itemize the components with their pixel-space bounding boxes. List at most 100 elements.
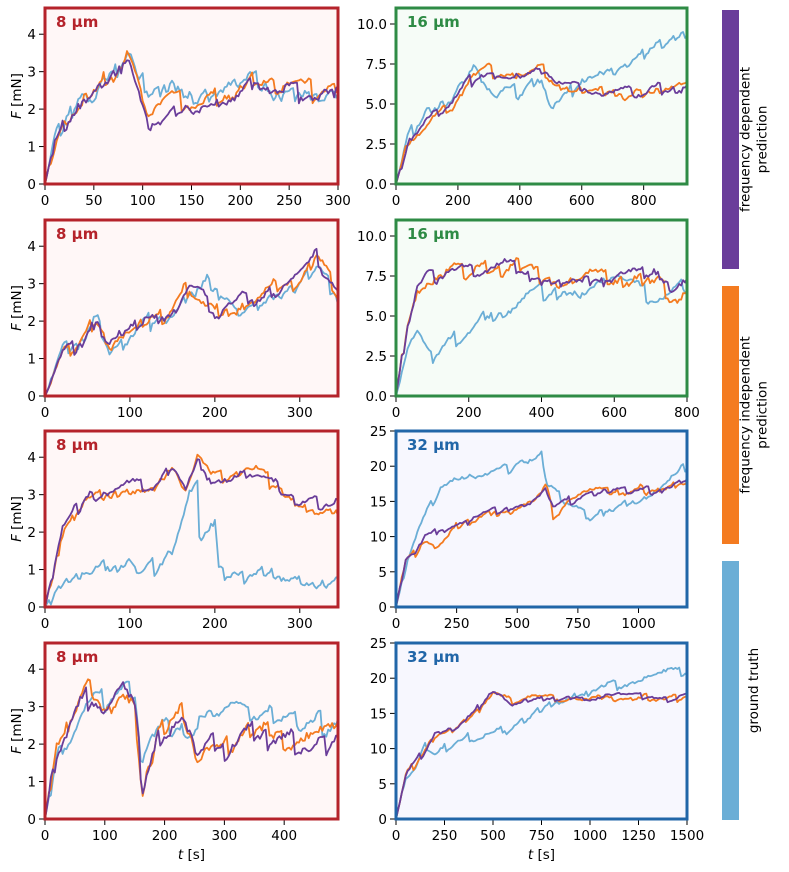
panel-background (396, 643, 687, 819)
x-tick-label: 1250 (621, 828, 655, 844)
panel-background (396, 431, 687, 607)
x-tick-label: 0 (392, 828, 401, 844)
panel-size-label: 16 µm (407, 13, 460, 31)
panel-size-label: 8 µm (56, 225, 98, 243)
y-axis-label: F [mN] (9, 285, 25, 331)
panel-6: 0 250 500 750 1000 0 5 10 15 20 25 32 µm (370, 424, 689, 632)
y-tick-label: 5 (378, 777, 387, 793)
panel-background (45, 431, 338, 607)
legend-label: frequency dependent (738, 67, 754, 212)
series-dep (396, 478, 687, 607)
panel-size-label: 32 µm (407, 436, 460, 454)
x-tick-label: 0 (392, 405, 401, 421)
y-tick-label: 0 (378, 600, 387, 616)
x-tick-label: 0 (41, 405, 50, 421)
panel-2: 0 200 400 600 800 0.0 2.5 5.0 7.5 10.0 16 µm (357, 6, 689, 209)
y-tick-label: 2 (27, 737, 36, 753)
x-tick-label: 300 (211, 828, 237, 844)
y-tick-label: 2 (27, 525, 36, 541)
legend-item: frequency dependent prediction (722, 10, 771, 269)
x-tick-label: 100 (130, 193, 156, 209)
x-tick-label: 100 (92, 828, 118, 844)
series-dep (396, 67, 687, 184)
y-tick-label: 7.5 (366, 57, 387, 73)
y-tick-label: 1 (27, 352, 36, 368)
x-tick-label: 800 (631, 193, 657, 209)
legend-item: ground truth (722, 561, 762, 820)
panel-size-label: 16 µm (407, 225, 460, 243)
series-truth (396, 450, 687, 607)
series-indep (45, 50, 338, 184)
y-tick-label: 2 (27, 314, 36, 330)
x-tick-label: 800 (674, 405, 700, 421)
series-dep (45, 458, 338, 607)
panel-frame (43, 218, 340, 398)
x-tick-label: 750 (529, 828, 555, 844)
y-tick-label: 20 (370, 671, 387, 687)
x-tick-label: 200 (456, 405, 482, 421)
panel-size-label: 32 µm (407, 648, 460, 666)
panel-size-label: 8 µm (56, 436, 98, 454)
series-dep (396, 258, 687, 396)
panel-7: 0 100 200 300 400 0 1 2 3 4 8 µm F [mN] t [s] (9, 641, 340, 863)
panel-frame (394, 218, 689, 398)
panel-frame (43, 6, 340, 186)
y-tick-label: 5.0 (366, 309, 387, 325)
y-tick-label: 1 (27, 140, 36, 156)
series-dep (45, 247, 338, 396)
x-tick-label: 300 (325, 193, 351, 209)
y-tick-label: 5.0 (366, 97, 387, 113)
y-tick-label: 4 (27, 450, 36, 466)
legend-label: prediction (755, 106, 771, 174)
y-tick-label: 10.0 (357, 17, 387, 33)
x-tick-label: 50 (85, 193, 102, 209)
panel-frame (394, 6, 689, 186)
y-tick-label: 10 (370, 530, 387, 546)
y-tick-label: 3 (27, 488, 36, 504)
panel-4: 0 200 400 600 800 0.0 2.5 5.0 7.5 10.0 16 µm (357, 218, 700, 421)
y-tick-label: 7.5 (366, 269, 387, 285)
series-truth (45, 52, 338, 184)
y-tick-label: 25 (370, 636, 387, 652)
panel-background (45, 643, 338, 819)
legend-swatch (722, 10, 739, 269)
y-tick-label: 1 (27, 775, 36, 791)
x-tick-label: 200 (227, 193, 253, 209)
x-tick-label: 500 (480, 828, 506, 844)
series-truth (396, 666, 687, 819)
series-indep (396, 62, 687, 184)
panel-size-label: 8 µm (56, 648, 98, 666)
panel-frame (43, 429, 340, 609)
x-tick-label: 300 (287, 616, 313, 632)
x-tick-label: 0 (392, 193, 401, 209)
x-tick-label: 250 (276, 193, 302, 209)
x-tick-label: 200 (445, 193, 471, 209)
series-dep (45, 681, 338, 819)
panel-background (396, 220, 687, 396)
y-tick-label: 2.5 (366, 349, 387, 365)
y-tick-label: 0 (27, 812, 36, 828)
x-tick-label: 500 (504, 616, 530, 632)
y-tick-label: 10 (370, 742, 387, 758)
y-tick-label: 10.0 (357, 229, 387, 245)
panel-frame (394, 429, 689, 609)
y-axis-label: F [mN] (9, 73, 25, 119)
series-dep (396, 691, 687, 819)
legend-item: frequency independent prediction (722, 286, 771, 544)
y-tick-label: 0.0 (366, 389, 387, 405)
panel-5: 0 100 200 300 0 1 2 3 4 8 µm F [mN] (9, 429, 340, 632)
y-tick-label: 4 (27, 662, 36, 678)
panel-frame (394, 641, 689, 821)
x-tick-label: 400 (507, 193, 533, 209)
legend-swatch (722, 286, 739, 544)
panel-size-label: 8 µm (56, 13, 98, 31)
y-axis-label: F [mN] (9, 708, 25, 754)
x-tick-label: 0 (41, 828, 50, 844)
y-tick-label: 20 (370, 459, 387, 475)
y-tick-label: 4 (27, 27, 36, 43)
y-tick-label: 5 (378, 565, 387, 581)
x-tick-label: 400 (529, 405, 555, 421)
legend-swatch (722, 561, 739, 820)
y-tick-label: 0 (27, 177, 36, 193)
